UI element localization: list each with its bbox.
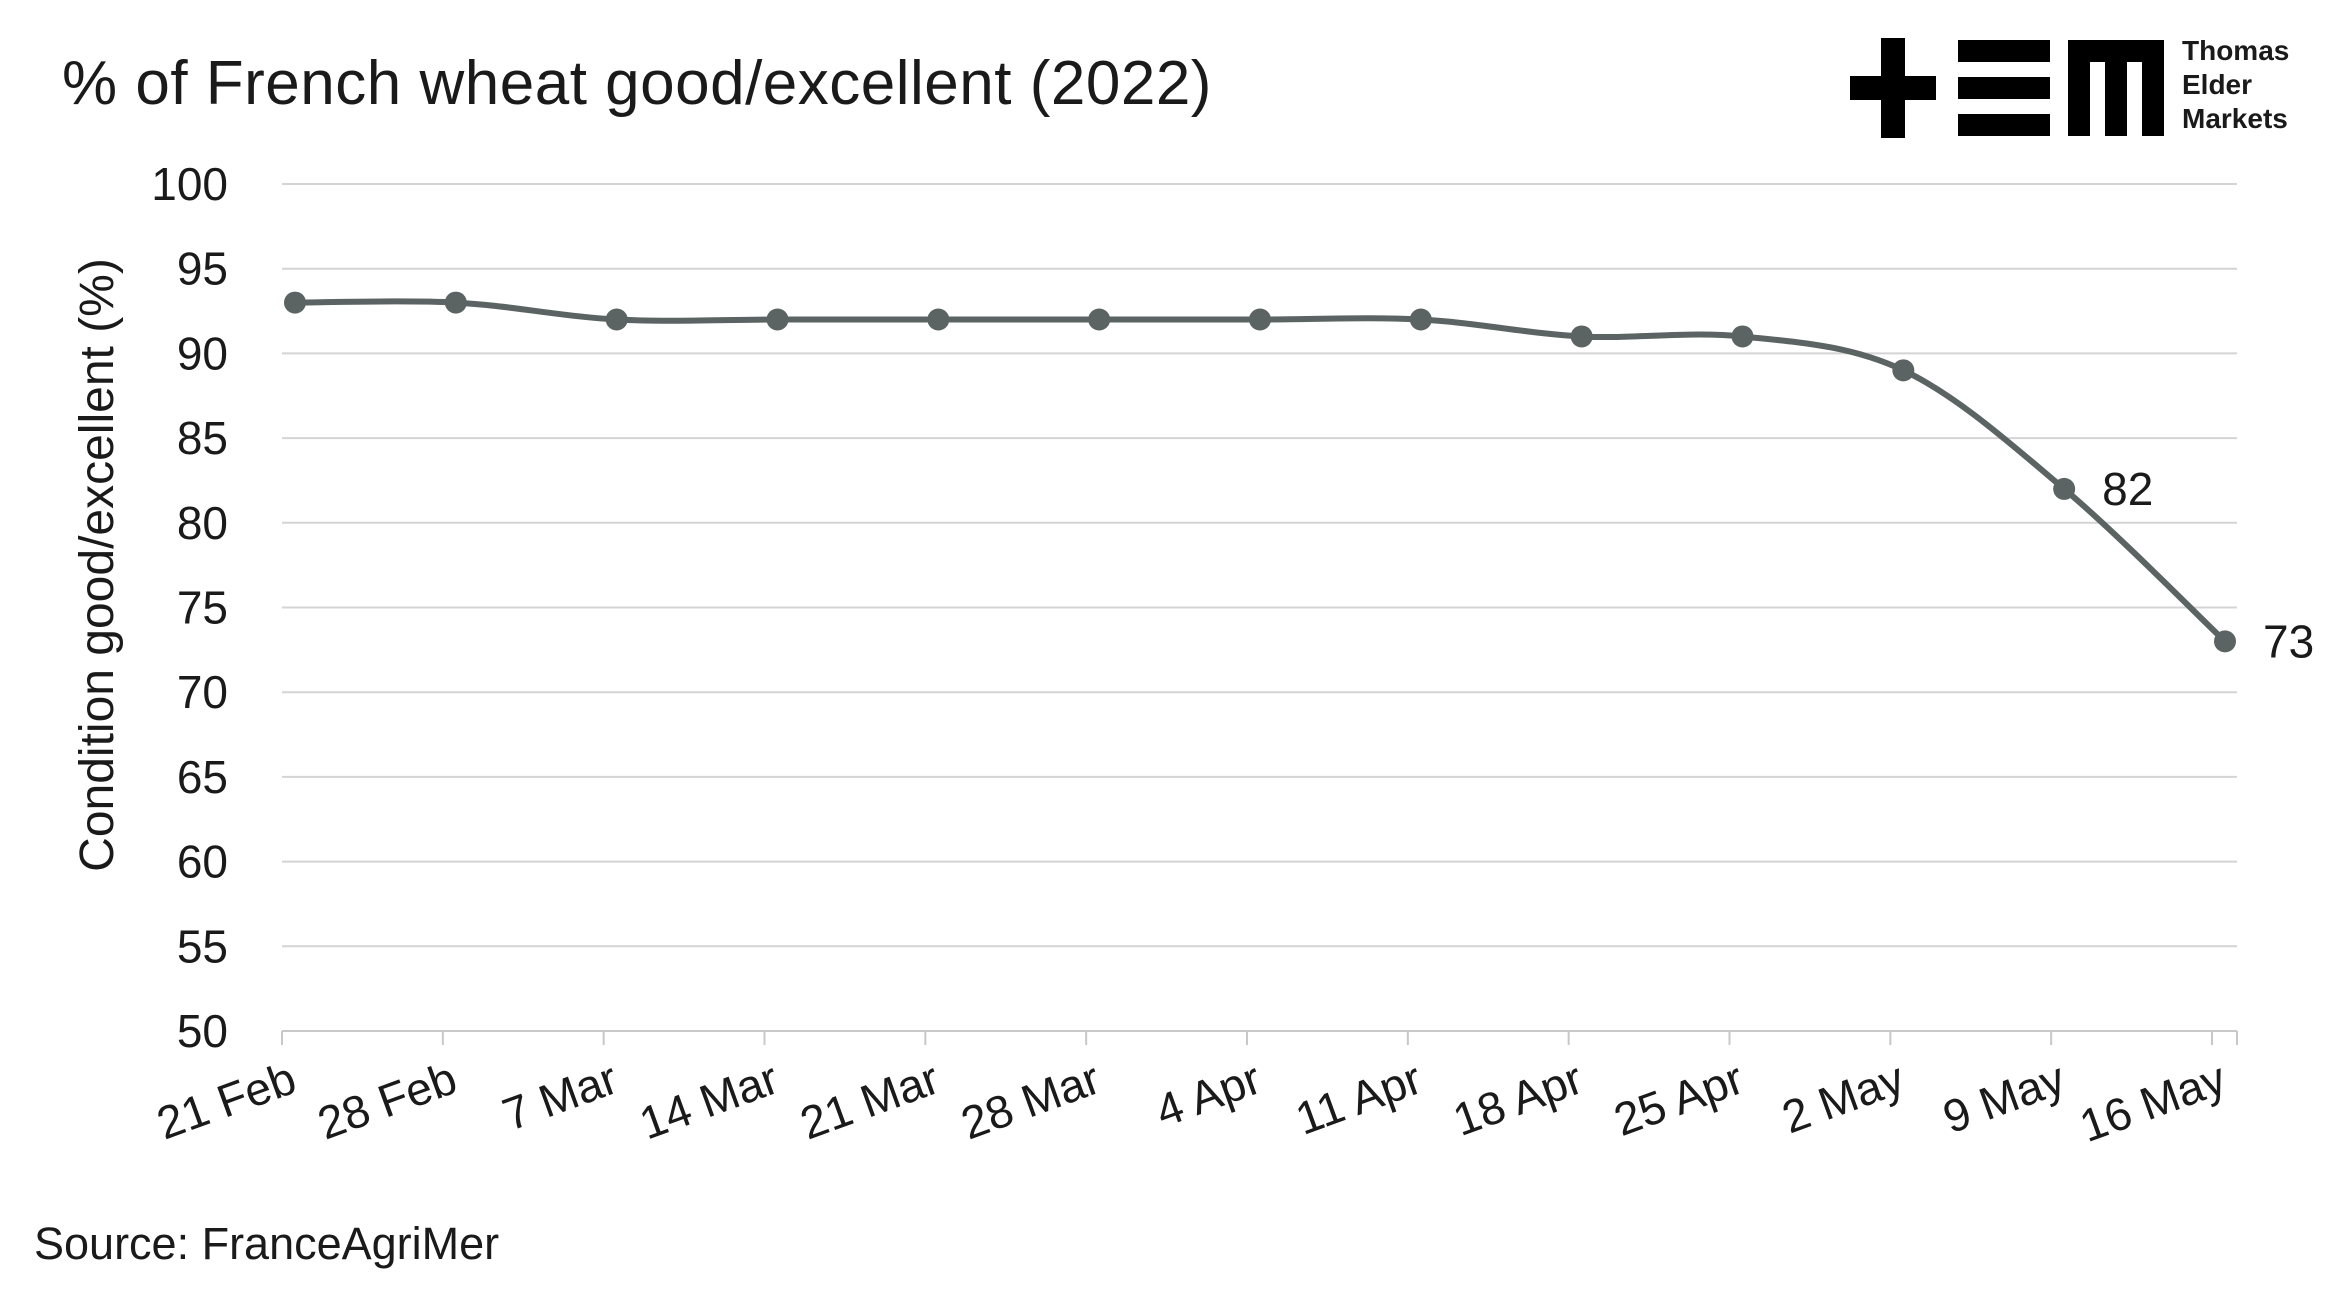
data-point (284, 291, 306, 314)
y-tick-label: 55 (177, 920, 228, 972)
x-tick-label: 2 May (1775, 1052, 1910, 1144)
data-point (2214, 630, 2236, 653)
x-tick-label: 18 Apr (1446, 1052, 1589, 1146)
y-tick-label: 70 (177, 666, 228, 718)
data-point (1249, 308, 1271, 331)
data-point (1731, 325, 1754, 348)
series-line (292, 298, 2228, 645)
x-tick-label: 14 Mar (633, 1052, 785, 1150)
data-point (605, 308, 628, 331)
x-tick-label: 7 Mar (496, 1052, 624, 1141)
gridlines (282, 183, 2237, 948)
data-label: 82 (2102, 463, 2153, 515)
y-tick-label: 90 (177, 327, 228, 379)
y-tick-label: 65 (177, 751, 228, 803)
source-note: Source: FranceAgriMer (34, 1218, 500, 1269)
y-tick-label: 85 (177, 412, 228, 464)
data-labels: 82 73 (2102, 463, 2314, 667)
x-tick-label: 4 Apr (1149, 1052, 1268, 1138)
data-point (1892, 359, 1915, 382)
x-axis (281, 1030, 2238, 1045)
brand-name-line: Markets (2182, 103, 2288, 134)
brand-name-line: Elder (2182, 69, 2253, 100)
y-tick-label: 100 (151, 158, 228, 210)
y-tick-label: 60 (177, 836, 228, 888)
data-point (2053, 477, 2076, 500)
x-tick-label: 25 Apr (1607, 1052, 1750, 1146)
x-tick-label: 21 Feb (150, 1052, 302, 1150)
x-tick-label: 11 Apr (1289, 1052, 1429, 1145)
x-tick-label: 21 Mar (793, 1052, 945, 1150)
data-label: 73 (2263, 615, 2314, 667)
data-point (766, 308, 789, 331)
tem-logo-icon (1850, 38, 2164, 138)
brand-name-line: Thomas (2182, 35, 2290, 66)
chart-title: % of French wheat good/excellent (2022) (62, 49, 1212, 118)
y-axis-title: Condition good/excellent (%) (71, 258, 124, 872)
brand-logo: Thomas Elder Markets (1850, 34, 2310, 144)
series-layer (284, 291, 2236, 653)
data-point (1088, 308, 1111, 331)
x-tick-label: 9 May (1936, 1052, 2071, 1144)
y-tick-label: 75 (177, 582, 228, 634)
y-tick-label: 95 (177, 243, 228, 295)
x-tick-label: 16 May (2073, 1052, 2233, 1152)
data-point (1570, 325, 1593, 348)
data-point (927, 308, 950, 331)
data-point (444, 291, 467, 314)
x-axis-ticks: 21 Feb 28 Feb 7 Mar 14 Mar 21 Mar 28 Mar 4 Apr… (150, 1052, 2232, 1152)
x-tick-label: 28 Feb (311, 1052, 463, 1150)
brand-name: Thomas Elder Markets (2182, 34, 2289, 136)
data-point (1409, 308, 1432, 331)
x-tick-label: 28 Mar (954, 1052, 1106, 1150)
y-tick-label: 80 (177, 497, 228, 549)
y-axis-ticks: 50 55 60 65 70 75 80 85 90 95 100 (151, 158, 228, 1057)
y-tick-label: 50 (177, 1005, 228, 1057)
